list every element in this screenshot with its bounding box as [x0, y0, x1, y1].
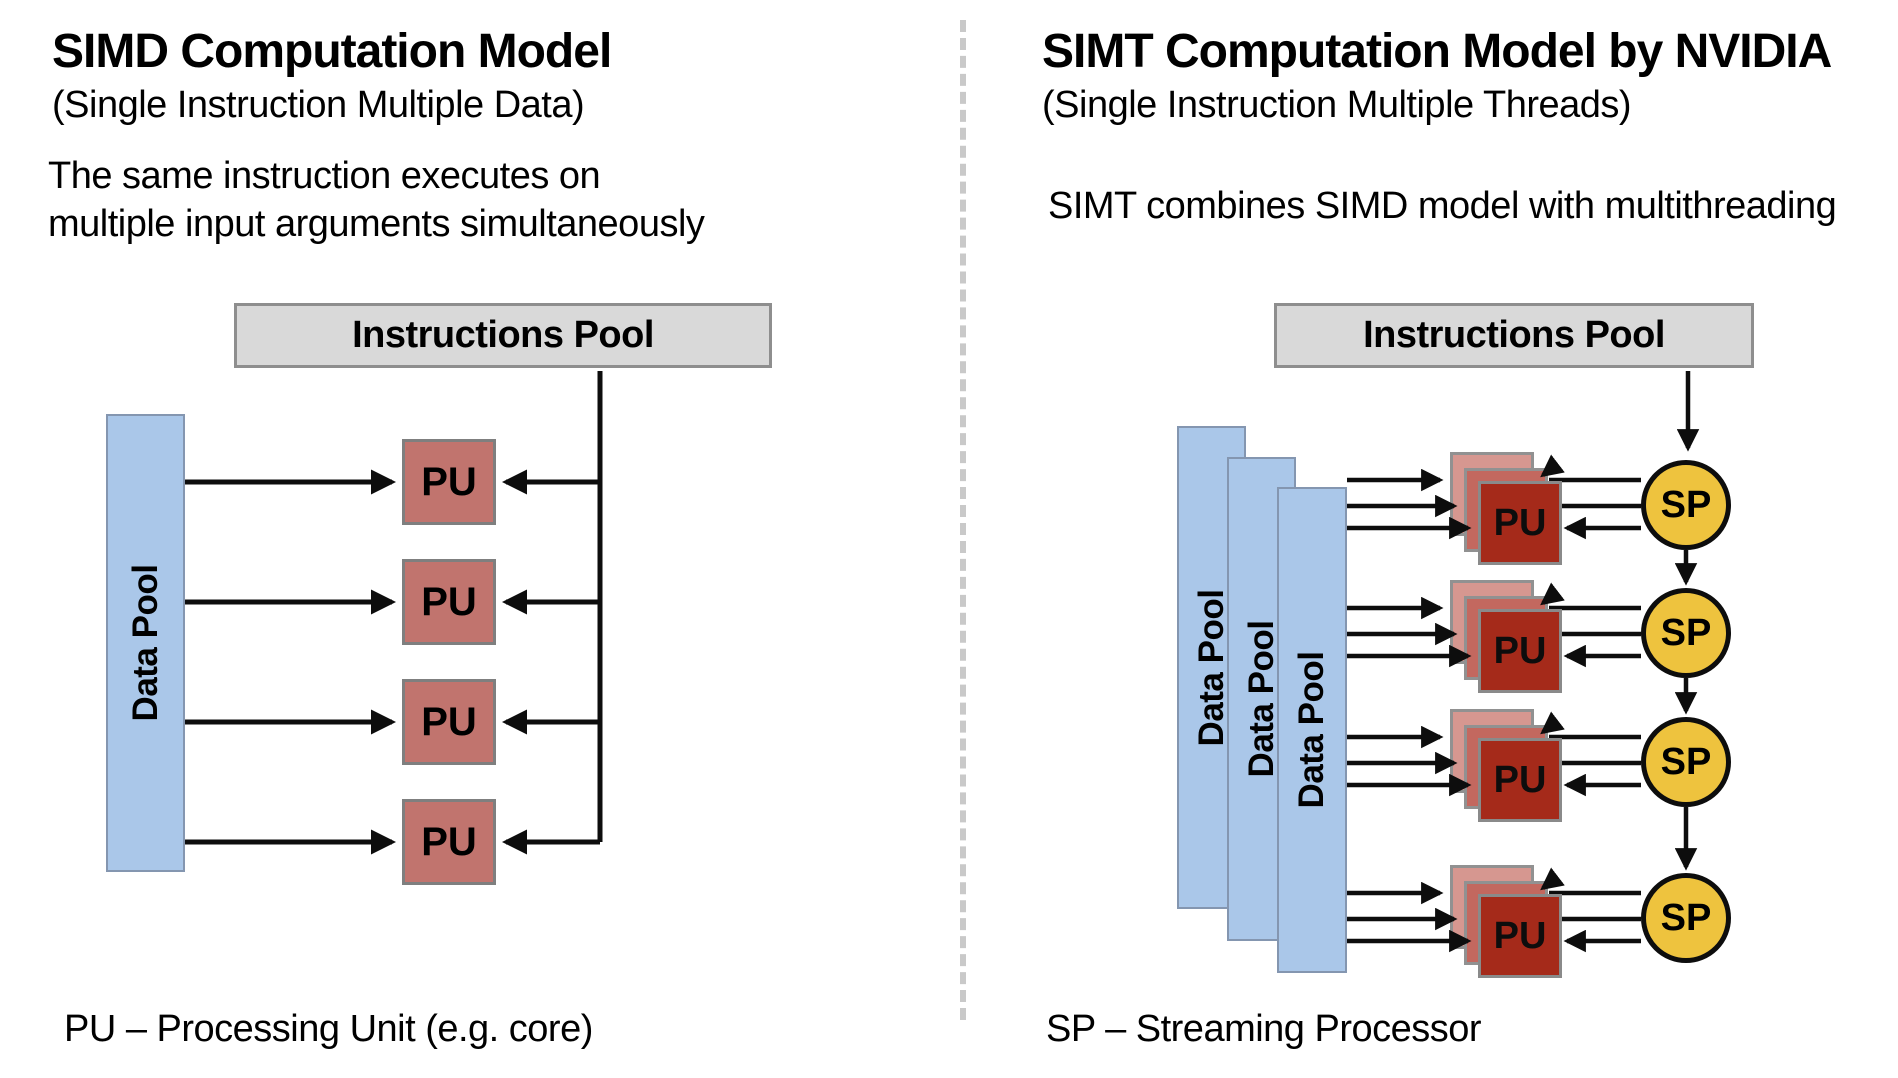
simt-subtitle: (Single Instruction Multiple Threads)	[1042, 84, 1632, 126]
simd-data-pool-label: Data Pool	[125, 564, 165, 722]
simt-data-pool-label-2: Data Pool	[1241, 620, 1281, 778]
simd-description-line1: The same instruction executes on	[48, 155, 601, 197]
simd-subtitle: (Single Instruction Multiple Data)	[52, 84, 585, 126]
panel-divider	[960, 20, 966, 1020]
pu-stack-1-front: PU	[1478, 481, 1562, 565]
sp-circle-3: SP	[1641, 717, 1731, 807]
simd-title: SIMD Computation Model	[52, 25, 612, 78]
sp-circle-4: SP	[1641, 873, 1731, 963]
pu-box-2: PU	[402, 559, 496, 645]
sp-circle-2: SP	[1641, 588, 1731, 678]
pu-box-1: PU	[402, 439, 496, 525]
pu-stack-4-front: PU	[1478, 894, 1562, 978]
simt-instructions-pool-box: Instructions Pool	[1274, 303, 1754, 368]
sp-circle-1: SP	[1641, 460, 1731, 550]
simt-data-pool-label-1: Data Pool	[1191, 589, 1231, 746]
simt-title: SIMT Computation Model by NVIDIA	[1042, 25, 1832, 78]
sp-legend: SP – Streaming Processor	[1046, 1008, 1482, 1050]
simd-description: The same instruction executes on multipl…	[48, 152, 705, 248]
simd-data-pool-box: Data Pool	[106, 414, 185, 872]
simt-data-pool-box-3: Data Pool	[1277, 487, 1347, 973]
pu-stack-3-front: PU	[1478, 738, 1562, 822]
simd-description-line2: multiple input arguments simultaneously	[48, 203, 705, 245]
pu-box-4: PU	[402, 799, 496, 885]
simd-instructions-pool-box: Instructions Pool	[234, 303, 772, 368]
pu-stack-2-front: PU	[1478, 609, 1562, 693]
pu-legend: PU – Processing Unit (e.g. core)	[64, 1008, 593, 1050]
simt-description: SIMT combines SIMD model with multithrea…	[1048, 185, 1837, 227]
simt-data-pool-label-3: Data Pool	[1292, 651, 1331, 809]
pu-box-3: PU	[402, 679, 496, 765]
